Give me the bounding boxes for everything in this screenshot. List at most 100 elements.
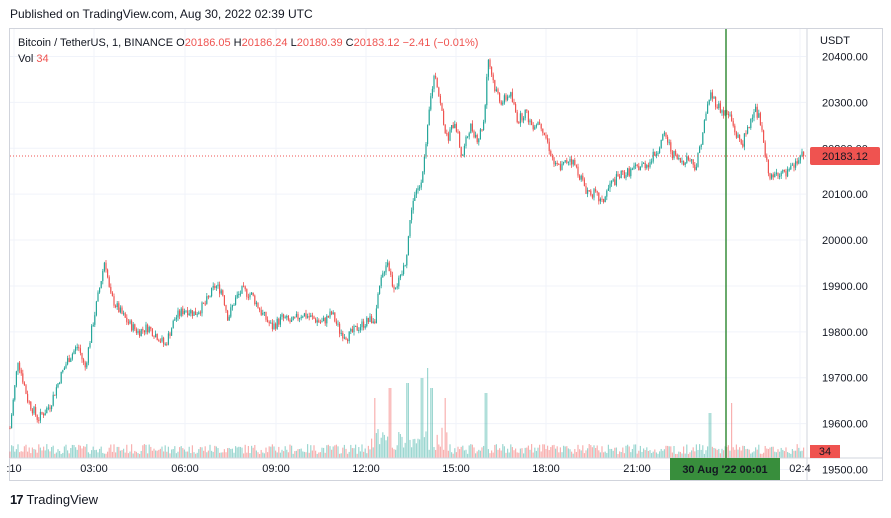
candle-body <box>343 337 345 339</box>
volume-bar <box>139 453 141 458</box>
close-value: 20183.12 <box>353 37 400 49</box>
symbol-title[interactable]: Bitcoin / TetherUS, 1, BINANCE <box>18 37 174 49</box>
footer-brand[interactable]: TradingView <box>26 492 99 507</box>
volume-bar <box>191 445 193 458</box>
volume-bar <box>803 447 805 458</box>
candle-body <box>615 174 617 186</box>
candle-body <box>191 310 193 316</box>
volume-bar <box>564 446 566 458</box>
candle-body <box>703 120 705 133</box>
volume-bar <box>38 444 40 458</box>
candle-body <box>262 312 264 315</box>
candle-body <box>399 275 401 278</box>
candle-body <box>764 142 766 157</box>
candle-body <box>406 255 408 266</box>
volume-bar <box>615 447 617 458</box>
volume-bar <box>371 438 373 458</box>
tradingview-logo-icon[interactable]: 17 <box>10 492 24 507</box>
volume-bar <box>382 432 384 458</box>
volume-bar <box>331 449 333 458</box>
candle-body <box>676 154 678 159</box>
volume-bar <box>291 445 293 458</box>
candle-body <box>542 128 544 133</box>
volume-bar <box>780 447 782 458</box>
candle-body <box>700 144 702 148</box>
candle-body <box>348 331 350 342</box>
candle-body <box>60 372 62 384</box>
volume-bar <box>68 453 70 458</box>
volume-bar <box>199 447 201 458</box>
candle-body <box>518 122 520 124</box>
volume-bar <box>307 444 309 458</box>
volume-bar <box>668 446 670 458</box>
candle-body <box>785 170 787 177</box>
volume-bar <box>457 446 459 458</box>
candle-body <box>531 120 533 126</box>
candle-body <box>33 407 35 414</box>
candle-body <box>169 333 171 336</box>
volume-bar <box>75 447 77 458</box>
volume-bar <box>105 453 107 458</box>
volume-bar <box>751 452 753 458</box>
volume-bar <box>207 450 209 458</box>
volume-bar <box>734 449 736 458</box>
y-tick-label: 19900.00 <box>822 281 868 293</box>
candle-body <box>636 164 638 166</box>
volume-bar <box>225 452 227 458</box>
candle-body <box>318 320 320 323</box>
volume-bar <box>459 449 461 458</box>
candle-body <box>110 286 112 293</box>
candle-body <box>367 317 369 322</box>
candle-body <box>113 296 115 306</box>
volume-label[interactable]: Vol <box>18 53 34 65</box>
volume-bar <box>705 450 707 458</box>
volume-bar <box>603 452 605 458</box>
volume-bar <box>798 447 800 458</box>
candle-body <box>580 175 582 180</box>
volume-bar <box>495 444 497 458</box>
candle-body <box>516 112 518 123</box>
candle-body <box>758 113 760 118</box>
candle-body <box>65 364 67 368</box>
volume-bar <box>729 450 731 458</box>
candle-body <box>303 313 305 317</box>
volume-bar <box>169 453 171 458</box>
volume-bar <box>465 449 467 458</box>
candle-body <box>55 387 57 396</box>
chart-frame[interactable] <box>9 28 883 481</box>
candle-body <box>115 305 117 308</box>
candle-body <box>689 159 691 161</box>
volume-bar <box>228 447 230 458</box>
volume-bar <box>740 450 742 458</box>
volume-bar <box>689 452 691 458</box>
volume-bar <box>334 445 336 458</box>
volume-bar <box>132 453 134 458</box>
candle-body <box>796 161 798 164</box>
candle-body <box>182 308 184 315</box>
candle-body <box>211 287 213 297</box>
crosshair-time-badge <box>670 458 780 480</box>
volume-bar <box>713 447 715 458</box>
volume-bar <box>43 446 45 458</box>
candle-body <box>199 312 201 314</box>
volume-bar <box>188 446 190 458</box>
candle-body <box>476 134 478 143</box>
volume-bar <box>558 452 560 458</box>
volume-bar <box>86 444 88 458</box>
candle-body <box>697 152 699 167</box>
candle-body <box>465 136 467 146</box>
candle-body <box>150 327 152 329</box>
volume-bar <box>403 447 405 458</box>
x-tick-label: 09:00 <box>262 463 290 475</box>
volume-bar <box>649 450 651 458</box>
candle-body <box>228 316 230 321</box>
volume-bar <box>726 446 728 458</box>
volume-bar <box>532 452 534 458</box>
volume-bar <box>527 445 529 458</box>
candle-body <box>743 133 745 147</box>
volume-bar <box>420 378 422 458</box>
candle-body <box>44 413 46 416</box>
candle-body <box>801 151 803 157</box>
candle-body <box>411 210 413 221</box>
